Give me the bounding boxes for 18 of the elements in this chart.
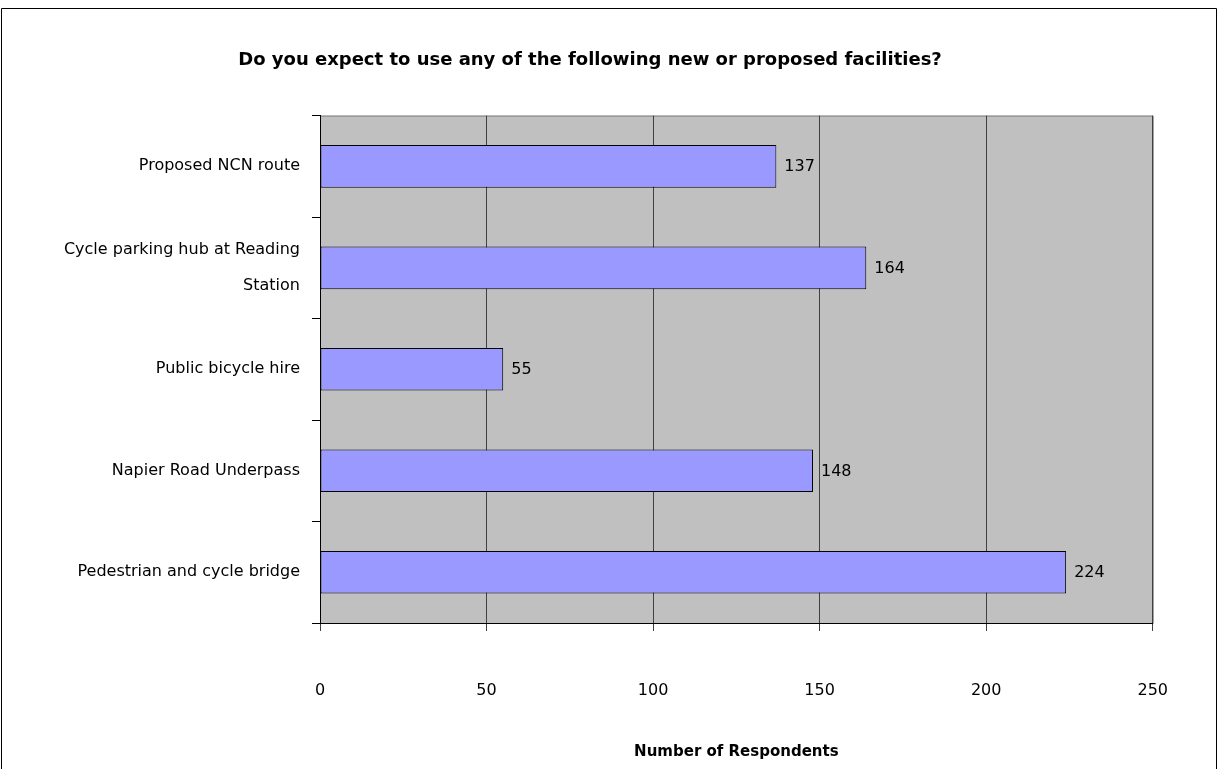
x-tick-label: 0 <box>314 679 326 699</box>
y-tick-label: Cycle parking hub at Reading Station <box>63 239 300 294</box>
y-tick-label: Proposed NCN route <box>138 155 300 175</box>
y-tick-label: Napier Road Underpass <box>111 459 300 479</box>
data-label: 224 <box>1074 562 1105 582</box>
data-label: 164 <box>874 257 905 277</box>
y-tick-label: Pedestrian and cycle bridge <box>77 561 300 581</box>
x-tick-label: 100 <box>637 679 669 699</box>
x-tick-label: 250 <box>1137 679 1168 699</box>
chart-title: Do you expect to use any of the following new or proposed facilities? <box>238 48 942 70</box>
x-tick-label: 200 <box>970 679 1002 699</box>
x-tick-label: 50 <box>476 679 497 699</box>
y-tick-label: Public bicycle hire <box>155 358 300 378</box>
data-label: 55 <box>511 359 532 379</box>
x-axis-title: Number of Respondents <box>634 741 839 760</box>
data-label: 148 <box>820 460 852 480</box>
x-tick-label: 150 <box>804 679 835 699</box>
data-label: 137 <box>784 156 815 176</box>
